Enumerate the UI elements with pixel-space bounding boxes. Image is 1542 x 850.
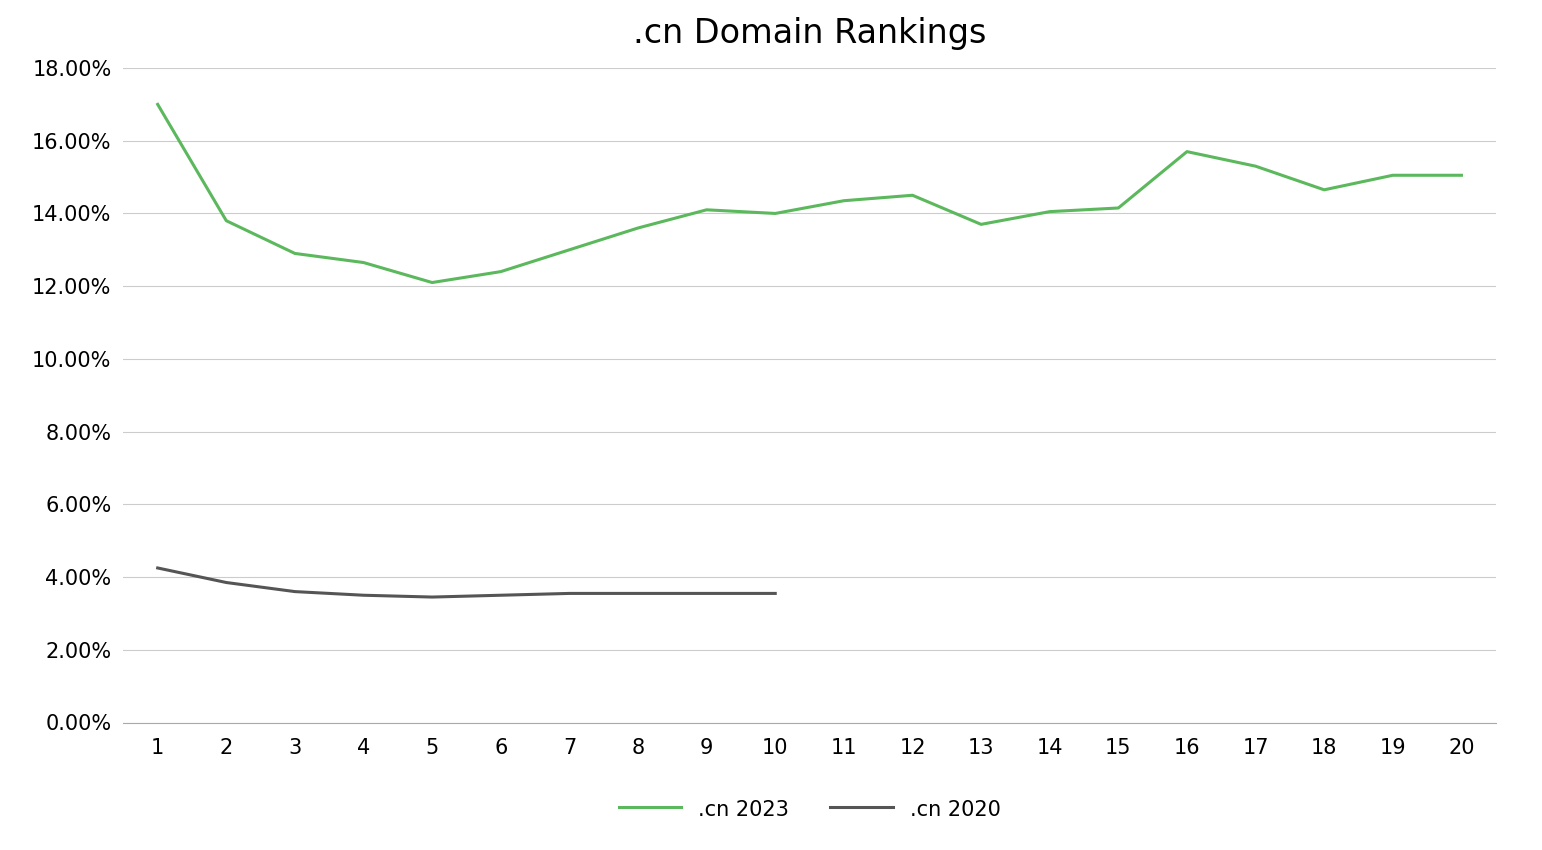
.cn 2023 xyxy=(1315,184,1334,195)
.cn 2023 xyxy=(1178,146,1197,156)
.cn 2020 xyxy=(355,590,373,600)
.cn 2020 xyxy=(148,563,167,573)
.cn 2020 xyxy=(285,586,304,597)
.cn 2023 xyxy=(285,248,304,258)
.cn 2020 xyxy=(697,588,715,598)
.cn 2023 xyxy=(697,205,715,215)
Line: .cn 2020: .cn 2020 xyxy=(157,568,776,597)
Line: .cn 2023: .cn 2023 xyxy=(157,105,1462,282)
.cn 2023 xyxy=(904,190,922,201)
.cn 2023 xyxy=(834,196,853,206)
.cn 2023 xyxy=(423,277,441,287)
.cn 2020 xyxy=(492,590,510,600)
Legend: .cn 2023, .cn 2020: .cn 2023, .cn 2020 xyxy=(618,798,1001,820)
.cn 2023 xyxy=(560,245,578,255)
.cn 2023 xyxy=(1246,162,1264,172)
.cn 2020 xyxy=(423,592,441,602)
.cn 2020 xyxy=(560,588,578,598)
.cn 2023 xyxy=(148,99,167,110)
.cn 2023 xyxy=(1383,170,1402,180)
Title: .cn Domain Rankings: .cn Domain Rankings xyxy=(632,17,987,50)
.cn 2020 xyxy=(217,577,236,587)
.cn 2023 xyxy=(1041,207,1059,217)
.cn 2023 xyxy=(971,219,990,230)
.cn 2023 xyxy=(217,216,236,226)
.cn 2023 xyxy=(1453,170,1471,180)
.cn 2023 xyxy=(492,267,510,277)
.cn 2020 xyxy=(629,588,648,598)
.cn 2023 xyxy=(629,223,648,233)
.cn 2023 xyxy=(766,208,785,218)
.cn 2020 xyxy=(766,588,785,598)
.cn 2023 xyxy=(1109,203,1127,213)
.cn 2023 xyxy=(355,258,373,268)
